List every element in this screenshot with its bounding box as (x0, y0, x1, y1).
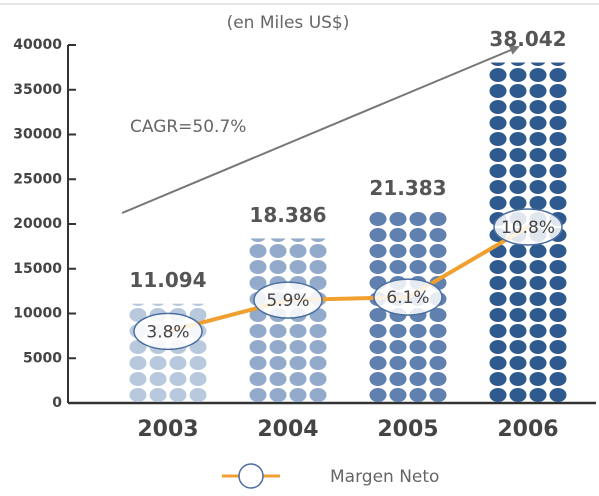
x-tick-label: 2006 (497, 417, 558, 442)
annotation: CAGR=50.7% (130, 117, 246, 137)
bar-value-label: 38.042 (489, 27, 566, 51)
line-value-label: 10.8% (501, 218, 555, 238)
y-tick-label: 0 (52, 395, 62, 411)
legend-label: Margen Neto (330, 467, 439, 487)
y-tick-label: 25000 (13, 171, 62, 187)
line-marker (493, 208, 563, 246)
bar (248, 238, 328, 403)
x-tick-label: 2005 (377, 417, 438, 442)
growth-arrow (121, 45, 520, 214)
line-marker (253, 281, 323, 319)
subtitle: (en Miles US$) (227, 13, 350, 33)
margin-line (167, 225, 530, 334)
y-tick-label: 20000 (13, 216, 62, 232)
y-tick-label: 30000 (13, 127, 62, 143)
line-value-label: 5.9% (266, 291, 309, 311)
bar-value-label: 18.386 (249, 203, 326, 227)
x-tick-label: 2004 (257, 417, 318, 442)
y-tick-label: 5000 (23, 350, 62, 366)
y-tick-label: 10000 (13, 306, 62, 322)
legend-marker (238, 463, 264, 489)
bar-value-label: 21.383 (369, 176, 446, 200)
y-tick-label: 40000 (13, 37, 62, 53)
bar-value-label: 11.094 (129, 268, 206, 292)
y-tick-label: 15000 (13, 261, 62, 277)
line-marker (373, 278, 443, 316)
line-marker (133, 312, 203, 351)
line-value-label: 3.8% (146, 322, 189, 342)
y-tick-label: 35000 (13, 82, 62, 98)
line-value-label: 6.1% (386, 288, 429, 308)
x-tick-label: 2003 (137, 417, 198, 442)
